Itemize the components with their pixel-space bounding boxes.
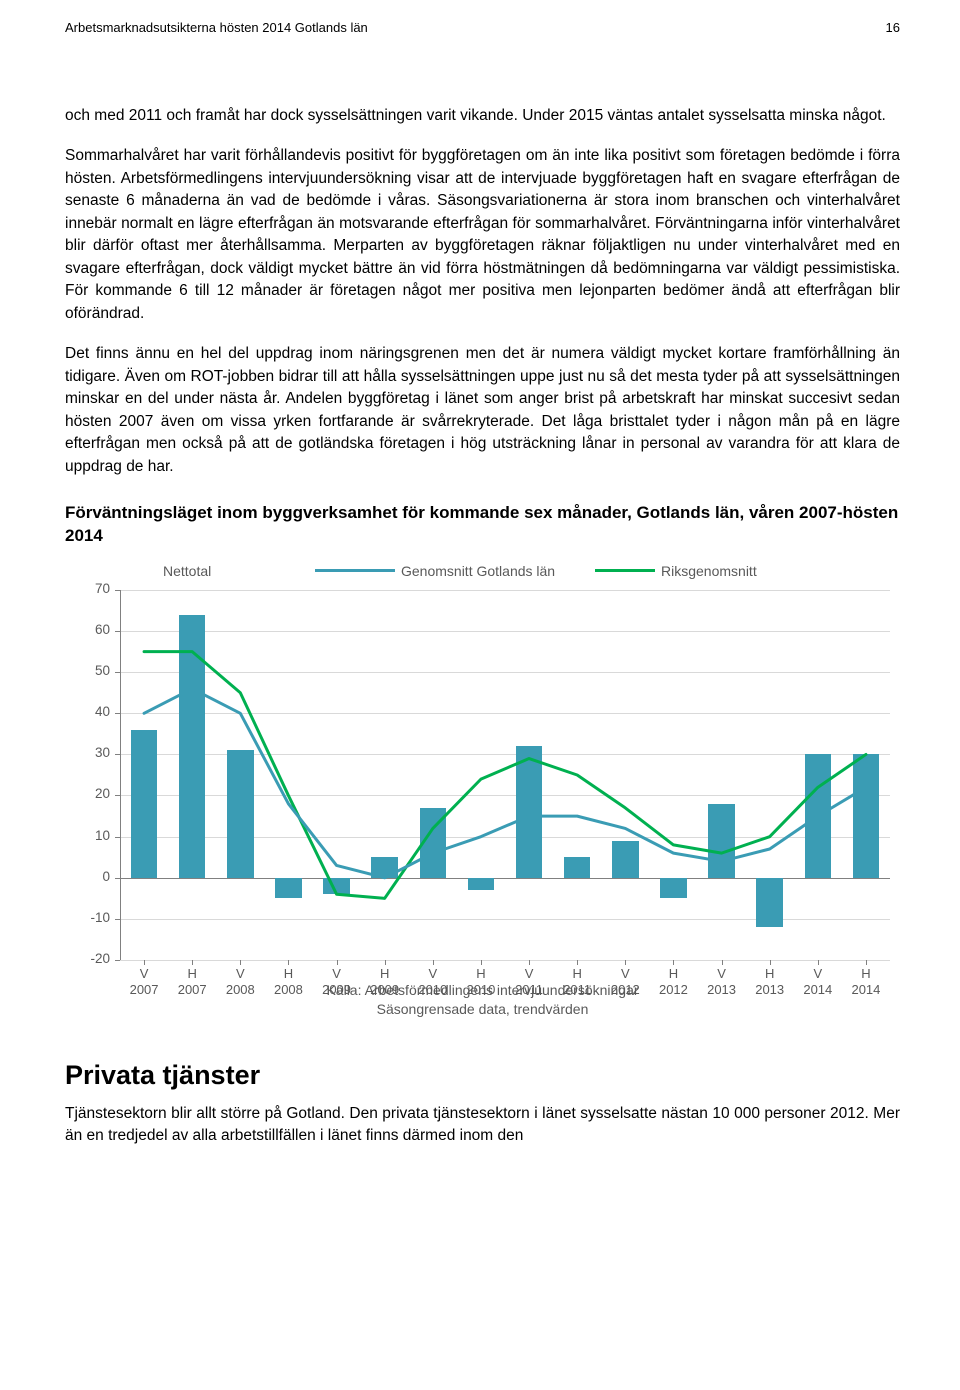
- x-tick: [577, 960, 578, 965]
- doc-title: Arbetsmarknadsutsikterna hösten 2014 Got…: [65, 20, 368, 35]
- x-tick: [770, 960, 771, 965]
- y-axis-label: -20: [70, 951, 110, 966]
- gridline: [120, 960, 890, 961]
- chart-bar: [756, 878, 782, 927]
- gridline: [120, 672, 890, 673]
- x-tick: [288, 960, 289, 965]
- legend-swatch-riks: [595, 569, 655, 572]
- paragraph-3: Det finns ännu en hel del uppdrag inom n…: [65, 343, 900, 478]
- x-tick: [144, 960, 145, 965]
- y-axis-label: 70: [70, 581, 110, 596]
- chart-source: Källa: Arbetsförmedlingens intervjuunder…: [65, 981, 900, 1020]
- legend-label-gotland: Genomsnitt Gotlands län: [401, 563, 555, 579]
- x-tick: [722, 960, 723, 965]
- paragraph-2: Sommarhalvåret har varit förhållandevis …: [65, 145, 900, 325]
- legend-nettotal: Nettotal: [163, 563, 211, 579]
- section-paragraph-1: Tjänstesektorn blir allt större på Gotla…: [65, 1103, 900, 1148]
- y-axis-label: 30: [70, 745, 110, 760]
- y-axis-line: [120, 590, 121, 960]
- gridline: [120, 631, 890, 632]
- chart-plot-area: -20-10010203040506070V2007H2007V2008H200…: [120, 590, 890, 960]
- chart-title: Förväntningsläget inom byggverksamhet fö…: [65, 502, 900, 548]
- x-tick: [433, 960, 434, 965]
- chart-bar: [612, 841, 638, 878]
- x-tick: [866, 960, 867, 965]
- chart-bar: [420, 808, 446, 878]
- x-tick: [240, 960, 241, 965]
- paragraph-1: och med 2011 och framåt har dock syssels…: [65, 105, 900, 127]
- y-axis-label: 0: [70, 869, 110, 884]
- chart-bar: [227, 750, 253, 877]
- y-axis-label: 10: [70, 828, 110, 843]
- x-tick: [625, 960, 626, 965]
- chart-bar: [179, 615, 205, 878]
- chart-bar: [275, 878, 301, 899]
- chart-bar: [660, 878, 686, 899]
- page-header: Arbetsmarknadsutsikterna hösten 2014 Got…: [65, 20, 900, 35]
- y-tick: [115, 960, 120, 961]
- x-tick: [529, 960, 530, 965]
- chart-bar: [805, 754, 831, 877]
- chart-bar: [853, 754, 879, 877]
- chart-bar: [371, 857, 397, 878]
- x-tick: [337, 960, 338, 965]
- y-axis-label: 40: [70, 704, 110, 719]
- chart-bar: [708, 804, 734, 878]
- chart-legend: Nettotal Genomsnitt Gotlands län Riksgen…: [65, 560, 900, 582]
- page-number: 16: [886, 20, 900, 35]
- legend-label-riks: Riksgenomsnitt: [661, 563, 757, 579]
- chart-bar: [323, 878, 349, 894]
- expectation-chart: Nettotal Genomsnitt Gotlands län Riksgen…: [65, 560, 900, 1020]
- x-tick: [385, 960, 386, 965]
- y-axis-label: 20: [70, 786, 110, 801]
- gridline: [120, 713, 890, 714]
- document-page: Arbetsmarknadsutsikterna hösten 2014 Got…: [0, 0, 960, 1186]
- chart-bar: [564, 857, 590, 878]
- chart-source-line1: Källa: Arbetsförmedlingens intervjuunder…: [65, 981, 900, 1001]
- chart-bar: [468, 878, 494, 890]
- x-tick: [481, 960, 482, 965]
- chart-source-line2: Säsongrensade data, trendvärden: [65, 1000, 900, 1020]
- y-axis-label: 50: [70, 663, 110, 678]
- chart-bar: [131, 730, 157, 878]
- section-heading: Privata tjänster: [65, 1060, 900, 1091]
- x-tick: [673, 960, 674, 965]
- legend-swatch-gotland: [315, 569, 395, 572]
- gridline: [120, 590, 890, 591]
- x-tick: [192, 960, 193, 965]
- y-axis-label: 60: [70, 622, 110, 637]
- chart-bar: [516, 746, 542, 878]
- x-tick: [818, 960, 819, 965]
- y-axis-label: -10: [70, 910, 110, 925]
